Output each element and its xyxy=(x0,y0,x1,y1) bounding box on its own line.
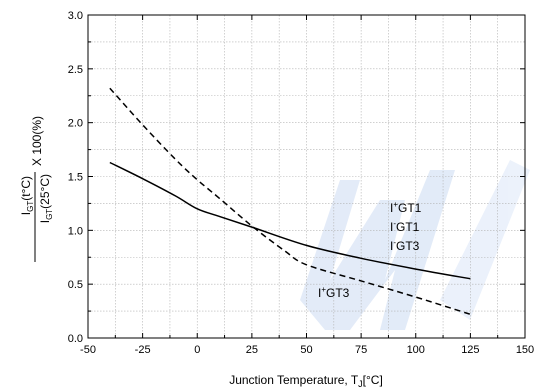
x-axis-label: Junction Temperature, TJ[°C] xyxy=(229,373,383,389)
y-tick-label: 2.5 xyxy=(68,64,83,76)
annotation-igt1-plus: I+GT1 xyxy=(390,200,422,215)
x-tick-label: 125 xyxy=(461,344,479,356)
x-tick-labels: -50 -25 0 25 50 75 100 125 150 xyxy=(80,344,534,356)
axis-ticks xyxy=(87,14,526,339)
annotation-igt3-plus: I+GT3 xyxy=(318,285,350,300)
annotation-igt3-minus: I-GT3 xyxy=(390,238,420,253)
y-tick-label: 3.0 xyxy=(68,10,83,22)
grid xyxy=(88,15,525,338)
x-tick-label: -50 xyxy=(80,344,96,356)
x-tick-label: 100 xyxy=(407,344,425,356)
series xyxy=(109,87,471,316)
x-axis-label-sub: J xyxy=(358,379,363,389)
y-tick-labels: 0.0 0.5 1.0 1.5 2.0 2.5 3.0 xyxy=(68,10,83,345)
x-tick-label: 150 xyxy=(516,344,534,356)
y-label-denominator: IGT(25°C) xyxy=(38,174,54,223)
x-tick-label: -25 xyxy=(135,344,151,356)
y-tick-label: 0.5 xyxy=(68,279,83,291)
series-line-dashed xyxy=(109,87,471,316)
watermark-logo xyxy=(300,160,530,330)
x-tick-label: 25 xyxy=(246,344,258,356)
x-axis-label-main: Junction Temperature, T xyxy=(229,373,359,387)
y-tick-label: 1.5 xyxy=(68,172,83,184)
y-axis-label: IGT(t°C) IGT(25°C) X 100(%) xyxy=(19,116,54,262)
y-label-suffix: X 100(%) xyxy=(30,116,44,166)
x-axis-label-unit: [°C] xyxy=(363,373,383,387)
x-tick-label: 75 xyxy=(355,344,367,356)
y-tick-label: 1.0 xyxy=(68,225,83,237)
x-tick-label: 0 xyxy=(194,344,200,356)
y-tick-label: 2.0 xyxy=(68,118,83,130)
y-label-numerator: IGT(t°C) xyxy=(19,176,35,215)
x-tick-label: 50 xyxy=(300,344,312,356)
annotation-igt1-minus: I-GT1 xyxy=(390,219,420,234)
series-line-solid xyxy=(109,161,471,280)
y-tick-label: 0.0 xyxy=(68,333,83,345)
